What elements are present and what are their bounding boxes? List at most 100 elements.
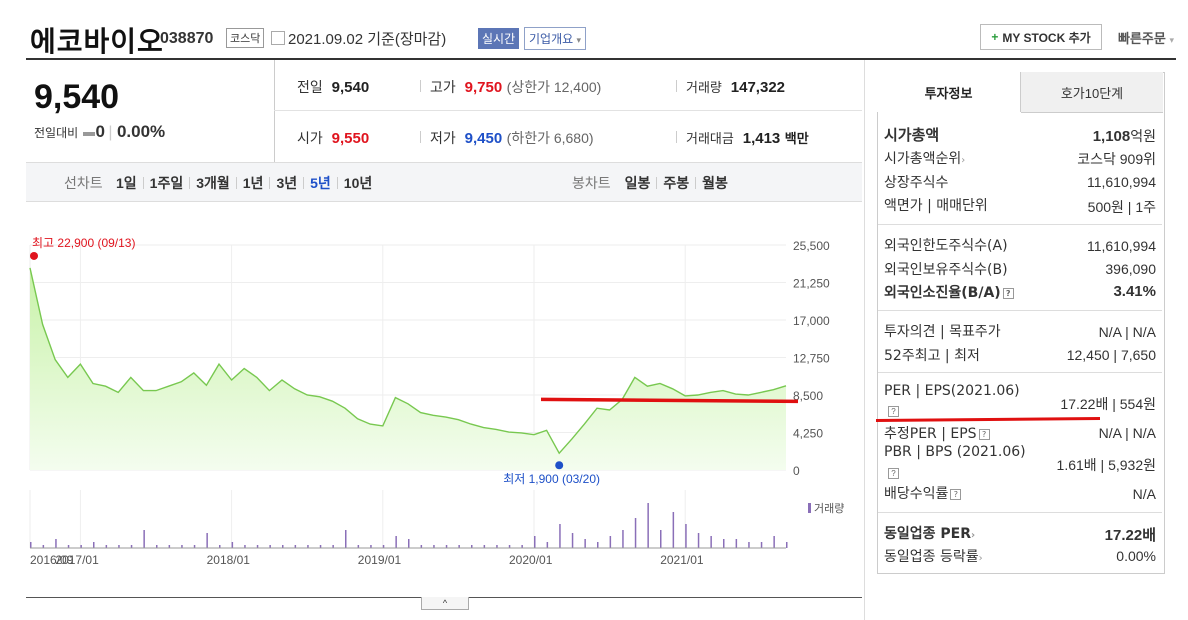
dividend-yield-value: N/A: [1132, 486, 1156, 502]
volume-bar: [609, 536, 612, 548]
y-tick-label: 17,000: [793, 314, 830, 328]
candle-daily[interactable]: 일봉: [624, 175, 651, 191]
info-icon[interactable]: ?: [950, 488, 962, 500]
volume-bar: [408, 539, 410, 548]
volume-bar: [685, 524, 687, 548]
chevron-right-icon: ›: [961, 155, 966, 166]
x-tick-label: 2019/01: [358, 553, 402, 567]
volume-bar: [181, 545, 183, 548]
price-divider: [274, 60, 275, 162]
trade-value: 거래대금 1,413 백만: [686, 128, 809, 148]
y-tick-label: 4,250: [793, 427, 823, 441]
volume-bar: [672, 512, 675, 548]
volume-bar: [269, 545, 271, 548]
volume-bar: [118, 545, 120, 548]
min-annotation: 최저 1,900 (03/20): [503, 472, 600, 486]
separator: [420, 80, 421, 92]
separator: [676, 131, 677, 143]
dividend-yield-label: 배당수익률?: [884, 483, 962, 503]
period-3y[interactable]: 3년: [276, 175, 298, 191]
change-value: 0: [95, 122, 105, 141]
price-chart[interactable]: 25,500 21,250 17,000 12,750 8,500 4,250 0 2016/…: [26, 230, 862, 575]
open-label: 시가: [297, 130, 323, 146]
volume-bar: [332, 545, 334, 548]
volume-bar: [445, 545, 448, 548]
52w-value: 12,450 | 7,650: [1066, 347, 1156, 363]
period-1w[interactable]: 1주일: [149, 175, 184, 191]
industry-change-value: 0.00%: [1116, 548, 1156, 564]
pbr-bps-value: 1.61배 | 5,932원: [1056, 457, 1156, 473]
volume-bar: [231, 542, 234, 548]
candle-monthly[interactable]: 월봉: [702, 175, 728, 191]
price-change: 전일대비 0 | 0.00%: [34, 122, 166, 141]
x-tick-label: 2016/09: [30, 553, 74, 567]
period-1y[interactable]: 1년: [242, 175, 264, 191]
volume-value: 147,322: [730, 79, 786, 96]
foreign-holding-value: 396,090: [1105, 261, 1156, 277]
info-icon[interactable]: ?: [888, 468, 899, 479]
period-5y[interactable]: 5년: [310, 175, 331, 191]
period-1d[interactable]: 1일: [116, 175, 137, 191]
volume-bar: [168, 545, 171, 548]
volume-bar: [534, 536, 536, 548]
volume-bar: [773, 536, 775, 548]
volume-bar: [193, 545, 196, 548]
candle-weekly[interactable]: 주봉: [663, 175, 690, 191]
volume-bar: [647, 503, 649, 548]
volume-bar: [760, 542, 763, 548]
info-icon[interactable]: ?: [1002, 287, 1014, 299]
volume-bar: [357, 545, 360, 548]
x-tick-label: 2018/01: [207, 553, 251, 567]
opinion-label: 투자의견 | 목표주가: [884, 324, 1001, 340]
date-text: 2021.09.02 기준(장마감): [288, 31, 447, 48]
est-per-label: 추정PER | EPS?: [884, 423, 990, 443]
market-badge: 코스닥: [226, 28, 265, 48]
volume-legend-swatch: [808, 503, 811, 513]
period-3m[interactable]: 3개월: [196, 175, 230, 191]
add-mystock-button[interactable]: + MY STOCK 추가: [980, 24, 1102, 50]
chevron-right-icon: ›: [971, 530, 976, 541]
volume-bar: [67, 545, 70, 548]
industry-per-label[interactable]: 동일업종 PER›: [884, 526, 976, 542]
est-per-value: N/A | N/A: [1098, 425, 1156, 441]
volume-label: 거래량: [686, 80, 722, 95]
candle-tabs: 봉차트 일봉 주봉 월봉: [572, 173, 728, 193]
volume-bar: [559, 524, 561, 548]
chevron-down-icon: ▾: [1169, 35, 1174, 45]
volume-bar: [206, 533, 208, 548]
listed-shares-value: 11,610,994: [1086, 174, 1156, 190]
volume-bar: [294, 545, 297, 548]
expand-chart-button[interactable]: ^: [421, 597, 469, 610]
quick-order-label: 빠른주문: [1118, 31, 1166, 46]
info-icon[interactable]: ?: [978, 428, 990, 440]
tab-invest-info[interactable]: 투자정보: [877, 72, 1021, 112]
volume-bar: [521, 545, 523, 548]
volume-bar: [55, 539, 57, 548]
change-pct: 0.00%: [116, 122, 166, 141]
period-10y[interactable]: 10년: [343, 175, 373, 191]
prev-close-label: 전일: [297, 79, 323, 95]
tab-quote-10[interactable]: 호가10단계: [1021, 72, 1163, 113]
trade-value-label: 거래대금: [686, 131, 734, 146]
prev-close: 전일 9,540: [297, 77, 369, 97]
max-annotation: 최고 22,900 (09/13): [32, 236, 135, 250]
flat-icon: [82, 131, 95, 136]
volume-bar: [105, 545, 108, 548]
line-chart-label: 선차트: [64, 175, 103, 191]
chart-toolbar: [26, 162, 862, 202]
stock-code: 038870: [160, 30, 214, 47]
info-icon[interactable]: ?: [888, 406, 899, 417]
change-label: 전일대비: [34, 126, 79, 140]
red-target-line: [540, 397, 799, 404]
volume-bar: [634, 518, 637, 548]
company-overview-button[interactable]: 기업개요 ▾: [524, 27, 587, 50]
prev-close-value: 9,540: [331, 79, 370, 96]
industry-change-label[interactable]: 동일업종 등락률›: [884, 549, 983, 565]
realtime-badge[interactable]: 실시간: [478, 28, 520, 49]
quick-order-button[interactable]: 빠른주문 ▾: [1118, 28, 1174, 47]
low-value: 9,450: [464, 130, 503, 147]
header-divider: [26, 58, 1176, 60]
low-label: 저가: [430, 130, 456, 146]
volume-bar: [345, 530, 347, 548]
market-cap-rank-label[interactable]: 시가총액순위›: [884, 151, 966, 167]
